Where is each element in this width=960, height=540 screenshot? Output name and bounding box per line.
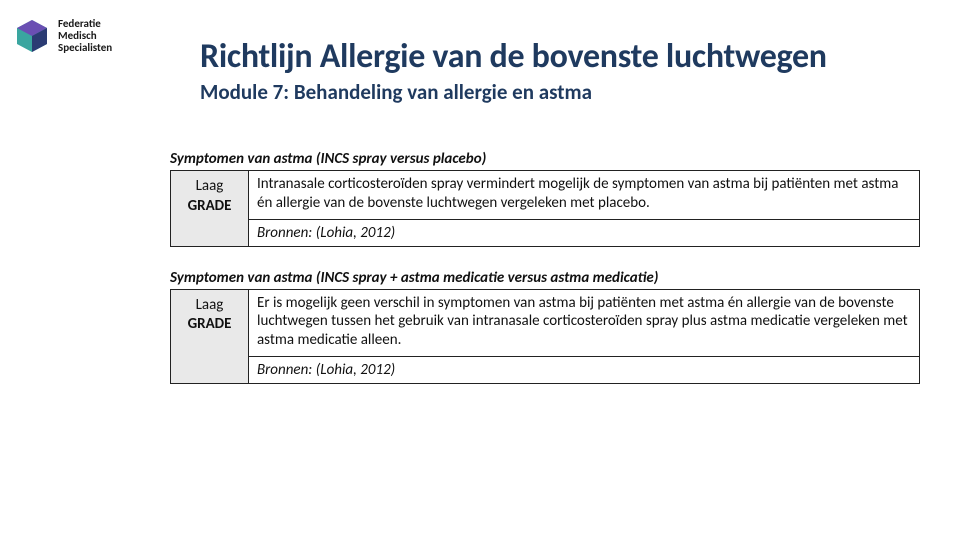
- logo-line3: Specialisten: [58, 41, 112, 54]
- grade-table: Laag GRADE Er is mogelijk geen verschil …: [170, 289, 920, 384]
- grade-cell: Laag GRADE: [171, 289, 249, 383]
- grade-value: GRADE: [175, 315, 244, 335]
- source-cell: Bronnen: (Lohia, 2012): [249, 356, 920, 383]
- sources-label: Bronnen:: [257, 224, 312, 242]
- sources-value: (Lohia, 2012): [316, 361, 396, 379]
- grade-value: GRADE: [175, 197, 244, 217]
- logo-mark-icon: [14, 18, 50, 54]
- logo-line2: Medisch: [58, 29, 97, 42]
- evidence-text: Intranasale corticosteroïden spray vermi…: [249, 171, 920, 220]
- logo-line1: Federatie: [58, 17, 101, 30]
- title-block: Richtlijn Allergie van de bovenste lucht…: [200, 36, 944, 105]
- logo-text: Federatie Medisch Specialisten: [58, 18, 112, 54]
- grade-label: Laag: [175, 296, 244, 316]
- evidence-text: Er is mogelijk geen verschil in symptome…: [249, 289, 920, 356]
- slide: Federatie Medisch Specialisten Richtlijn…: [0, 0, 960, 540]
- table-row: Laag GRADE Intranasale corticosteroïden …: [171, 171, 920, 220]
- grade-label: Laag: [175, 177, 244, 197]
- content-area: Symptomen van astma (INCS spray versus p…: [170, 150, 920, 406]
- table-row: Laag GRADE Er is mogelijk geen verschil …: [171, 289, 920, 356]
- table-caption: Symptomen van astma (INCS spray + astma …: [170, 269, 920, 287]
- source-cell: Bronnen: (Lohia, 2012): [249, 219, 920, 246]
- table-row: Bronnen: (Lohia, 2012): [171, 356, 920, 383]
- sources-value: (Lohia, 2012): [316, 224, 396, 242]
- grade-table: Laag GRADE Intranasale corticosteroïden …: [170, 170, 920, 247]
- table-caption: Symptomen van astma (INCS spray versus p…: [170, 150, 920, 168]
- grade-cell: Laag GRADE: [171, 171, 249, 247]
- org-logo: Federatie Medisch Specialisten: [14, 18, 112, 54]
- page-subtitle: Module 7: Behandeling van allergie en as…: [200, 79, 944, 105]
- table-row: Bronnen: (Lohia, 2012): [171, 219, 920, 246]
- sources-label: Bronnen:: [257, 361, 312, 379]
- page-title: Richtlijn Allergie van de bovenste lucht…: [200, 36, 944, 77]
